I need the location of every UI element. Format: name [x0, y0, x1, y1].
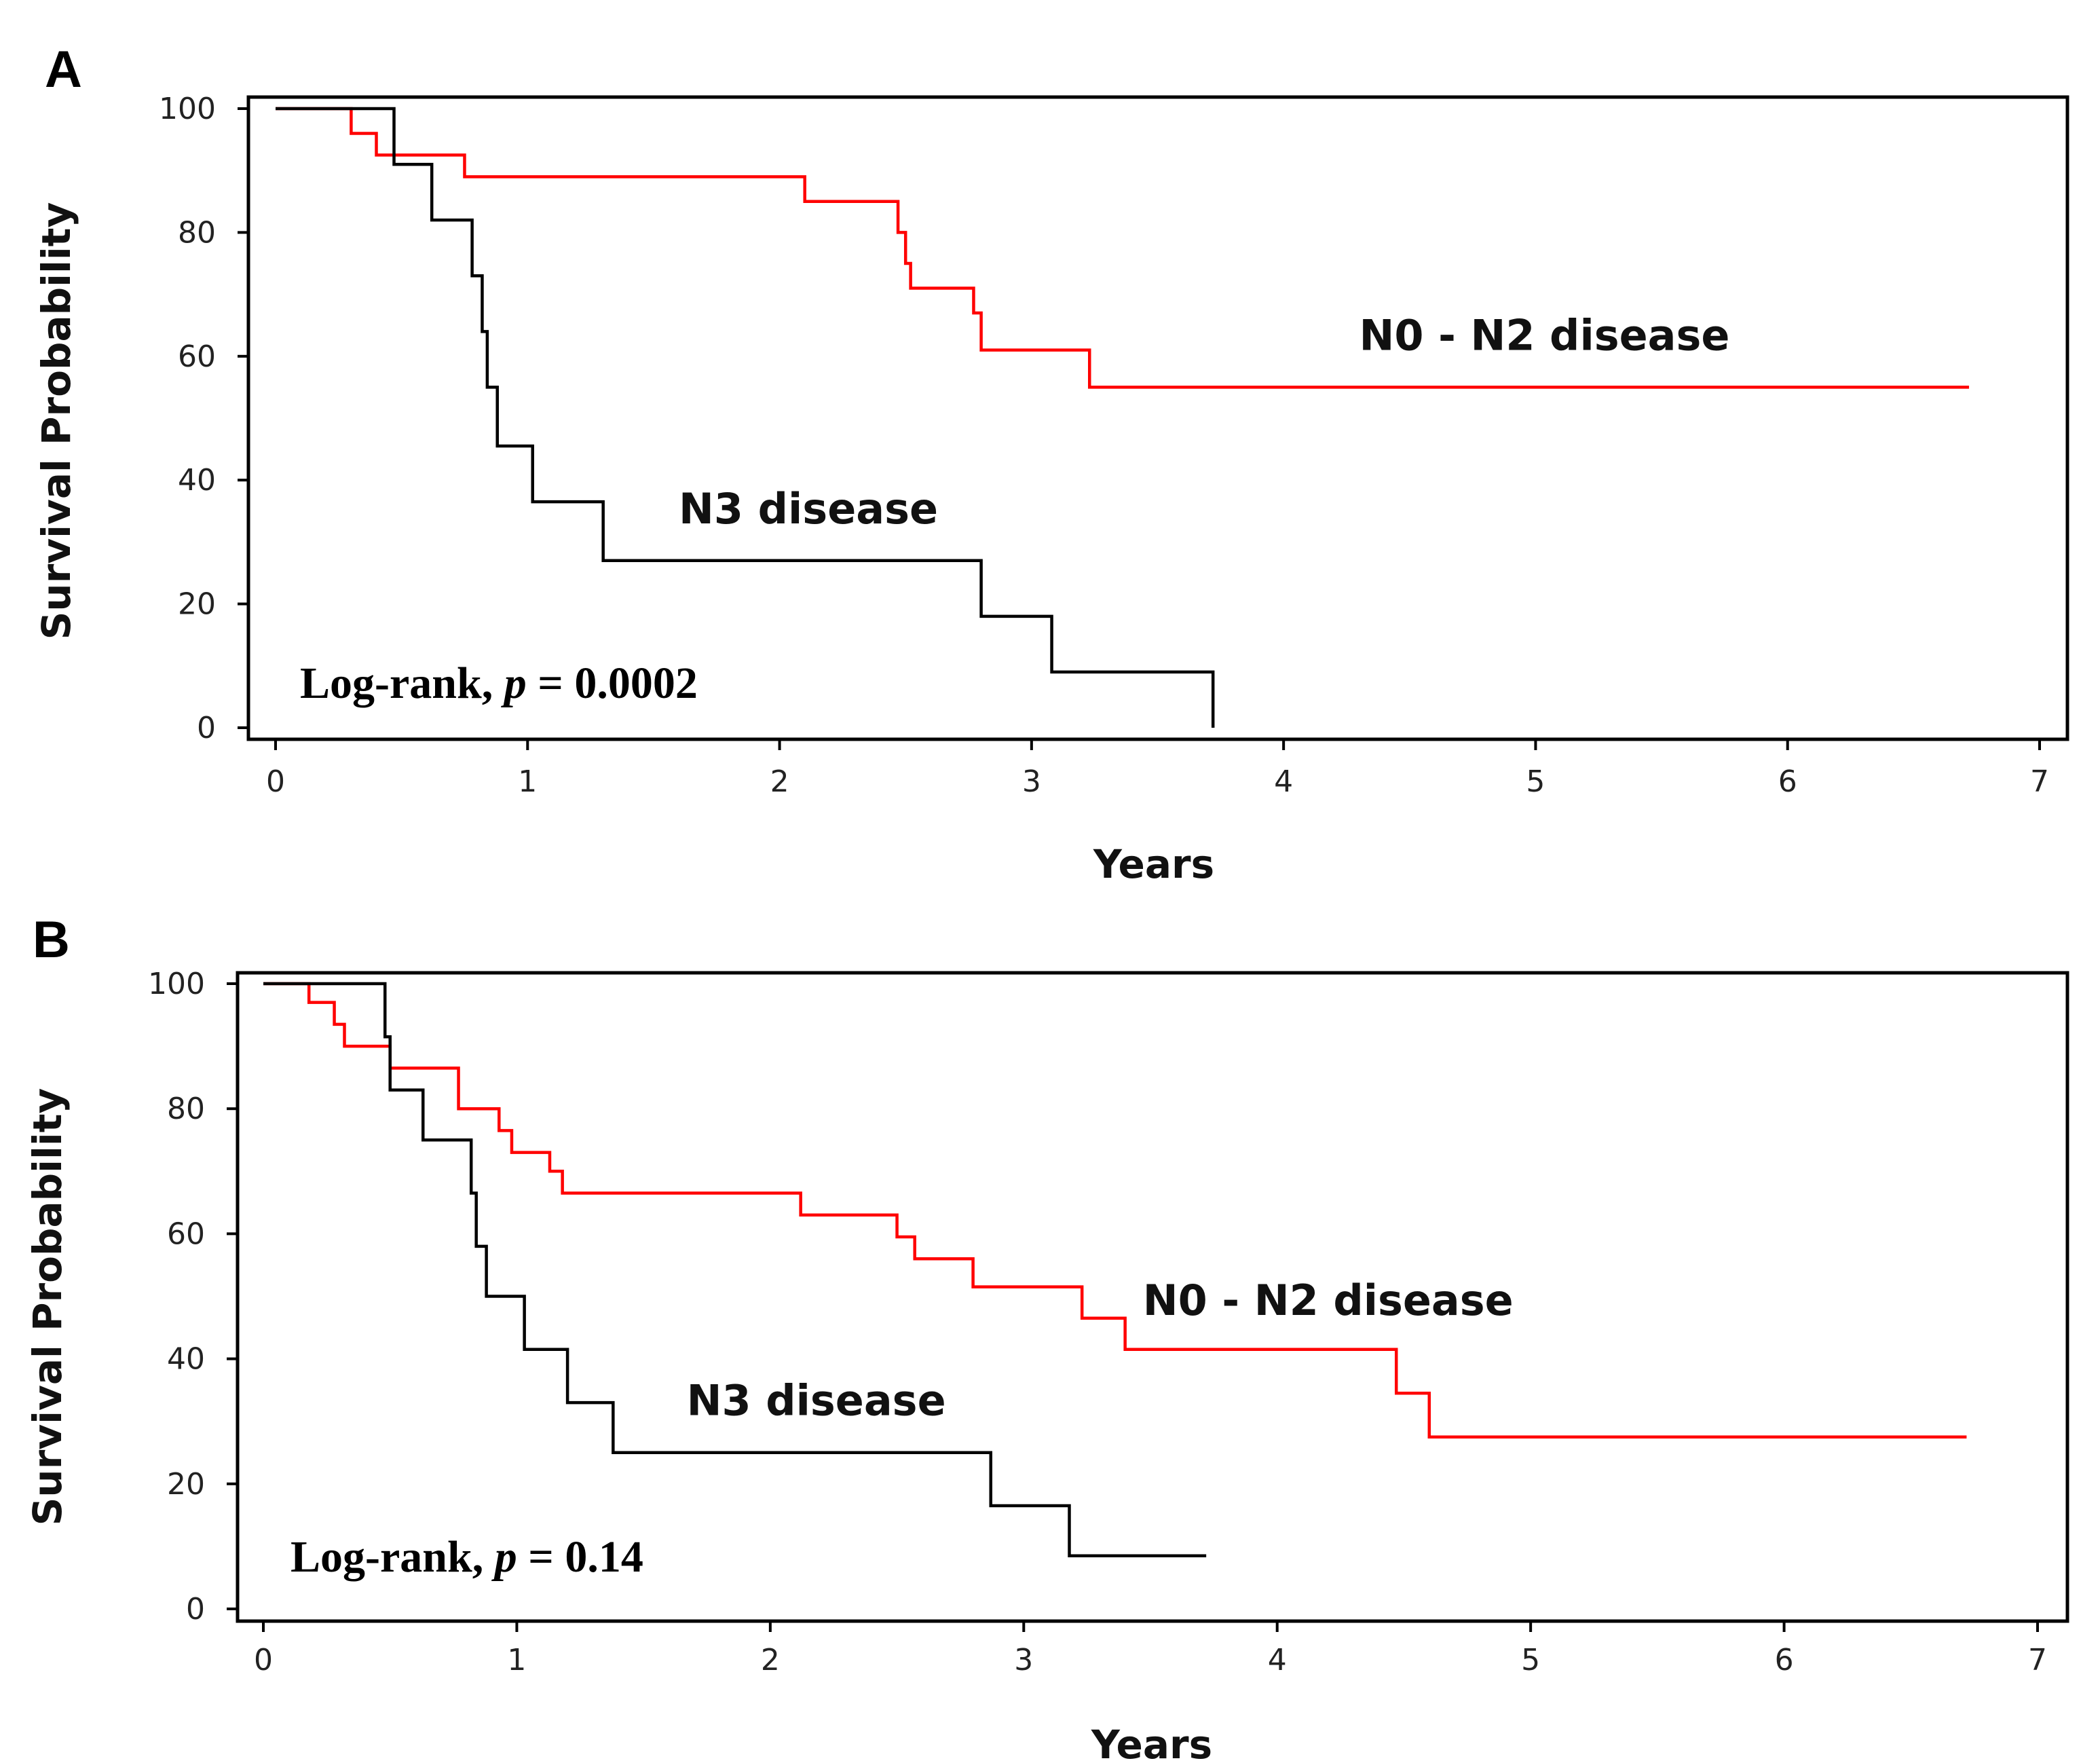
- panel-b-y-tick-label-80: 80: [167, 1092, 205, 1126]
- panel-a-curves: N0 - N2 disease N3 disease: [276, 107, 1970, 728]
- panel-b-x-tick-label-3: 3: [1014, 1643, 1033, 1677]
- panel-a-x-tick-label-3: 3: [1022, 764, 1041, 799]
- panel-b-x-tick-label-7: 7: [2028, 1643, 2047, 1677]
- panel-a-curve-n3-disease: [276, 107, 1215, 728]
- panel-a-y-tick-label-20: 20: [178, 587, 216, 622]
- panel-b-series-label-n3-disease: N3 disease: [687, 1375, 946, 1425]
- panel-a-plot-frame: [246, 95, 2069, 741]
- panel-a-log-rank-stat: Log-rank, p = 0.0002: [300, 658, 698, 708]
- panel-b-x-axis-title: Years: [1091, 1722, 1212, 1763]
- panel-a-series-label-n0-n2-disease: N0 - N2 disease: [1360, 311, 1730, 360]
- panel-b-y-tick-label-100: 100: [148, 967, 205, 1001]
- panel-a-label: A: [45, 41, 82, 98]
- panel-b-y-tick-label-60: 60: [167, 1217, 205, 1251]
- panel-b-x-tick-label-5: 5: [1521, 1643, 1540, 1677]
- panel-b-log-rank-stat: Log-rank, p = 0.14: [290, 1532, 643, 1582]
- panel-b-y-tick-label-0: 0: [186, 1592, 205, 1627]
- panel-b-y-ticks: 0 20 40 60 80 100: [148, 967, 238, 1627]
- panel-b-y-axis-title: Survival Probability: [24, 1088, 71, 1526]
- panel-a-x-tick-label-6: 6: [1778, 764, 1797, 799]
- panel-a-x-tick-label-2: 2: [770, 764, 789, 799]
- panel-a-y-axis-title: Survival Probability: [33, 202, 79, 640]
- panel-a-x-tick-label-7: 7: [2030, 764, 2049, 799]
- panel-b-y-tick-label-40: 40: [167, 1342, 205, 1377]
- panel-b-y-tick-label-20: 20: [167, 1467, 205, 1502]
- panel-a-y-ticks: 0 20 40 60 80 100: [159, 92, 248, 745]
- panel-b-x-tick-label-6: 6: [1775, 1643, 1794, 1677]
- panel-a-y-tick-label-60: 60: [178, 339, 216, 374]
- panel-b-x-tick-label-1: 1: [507, 1643, 526, 1677]
- panel-b-label: B: [33, 911, 70, 969]
- panel-a-y-tick-label-40: 40: [178, 463, 216, 498]
- panel-a-x-tick-label-1: 1: [518, 764, 537, 799]
- panel-a-x-ticks: 0 1 2 3 4 5 6 7: [266, 739, 2049, 799]
- panel-b-x-tick-label-2: 2: [761, 1643, 780, 1677]
- panel-b-curve-n0-n2-disease: [263, 982, 1967, 1439]
- panel-b-x-tick-label-4: 4: [1268, 1643, 1287, 1677]
- panel-b-plot-frame: [236, 971, 2069, 1623]
- panel-a-y-tick-label-0: 0: [197, 711, 216, 745]
- panel-a-x-tick-label-5: 5: [1526, 764, 1545, 799]
- panel-b-x-ticks: 0 1 2 3 4 5 6 7: [254, 1621, 2047, 1677]
- panel-a-series-label-n3-disease: N3 disease: [679, 484, 938, 534]
- panel-a-x-tick-label-4: 4: [1274, 764, 1293, 799]
- panel-b-x-tick-label-0: 0: [254, 1643, 273, 1677]
- panel-a-curve-n0-n2-disease: [276, 107, 1970, 389]
- panel-b-curves: N0 - N2 disease N3 disease: [263, 982, 1967, 1557]
- panel-a-y-tick-label-80: 80: [178, 215, 216, 250]
- panel-b-curve-n3-disease: [263, 982, 1207, 1557]
- panel-b-series-label-n0-n2-disease: N0 - N2 disease: [1143, 1276, 1514, 1325]
- panel-a-y-tick-label-100: 100: [159, 92, 216, 126]
- panel-a-x-tick-label-0: 0: [266, 764, 285, 799]
- panel-a-x-axis-title: Years: [1093, 841, 1214, 887]
